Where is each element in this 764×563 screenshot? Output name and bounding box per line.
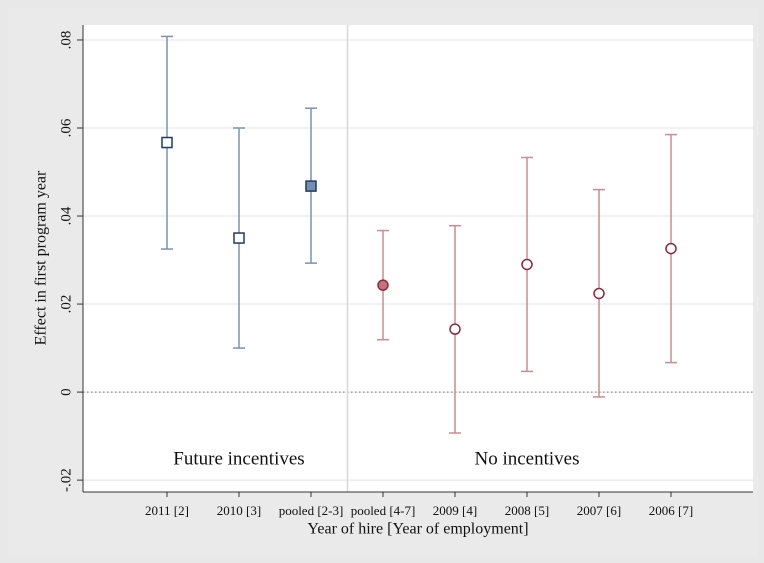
x-tick-label: 2010 [3] xyxy=(217,503,261,518)
x-tick-label: 2006 [7] xyxy=(649,503,693,518)
point-marker xyxy=(377,279,389,291)
y-tick-label: .08 xyxy=(58,31,74,50)
group-annotation: Future incentives xyxy=(173,448,304,469)
y-tick-label: .06 xyxy=(58,118,74,137)
x-tick-label: 2011 [2] xyxy=(145,503,189,518)
point-marker xyxy=(593,287,605,300)
point-marker xyxy=(665,242,677,255)
group-annotation: No incentives xyxy=(474,448,579,469)
y-tick-label: 0 xyxy=(58,388,74,396)
x-tick-label: 2009 [4] xyxy=(433,503,477,518)
x-tick-label: 2008 [5] xyxy=(505,503,549,518)
y-tick-label: .04 xyxy=(58,206,74,225)
y-tick-label: .02 xyxy=(58,295,74,314)
point-marker xyxy=(161,136,173,149)
point-marker xyxy=(305,180,317,192)
y-tick-label: -.02 xyxy=(58,468,74,492)
point-marker xyxy=(449,323,461,335)
point-marker xyxy=(233,232,245,244)
x-axis-label: Year of hire [Year of employment] xyxy=(307,521,528,538)
plot-area xyxy=(83,25,753,492)
y-axis-label: Effect in first program year xyxy=(33,170,50,345)
point-marker xyxy=(521,258,533,271)
x-tick-label: 2007 [6] xyxy=(577,503,621,518)
x-tick-label: pooled [2-3] xyxy=(279,503,344,518)
x-tick-label: pooled [4-7] xyxy=(351,503,416,518)
